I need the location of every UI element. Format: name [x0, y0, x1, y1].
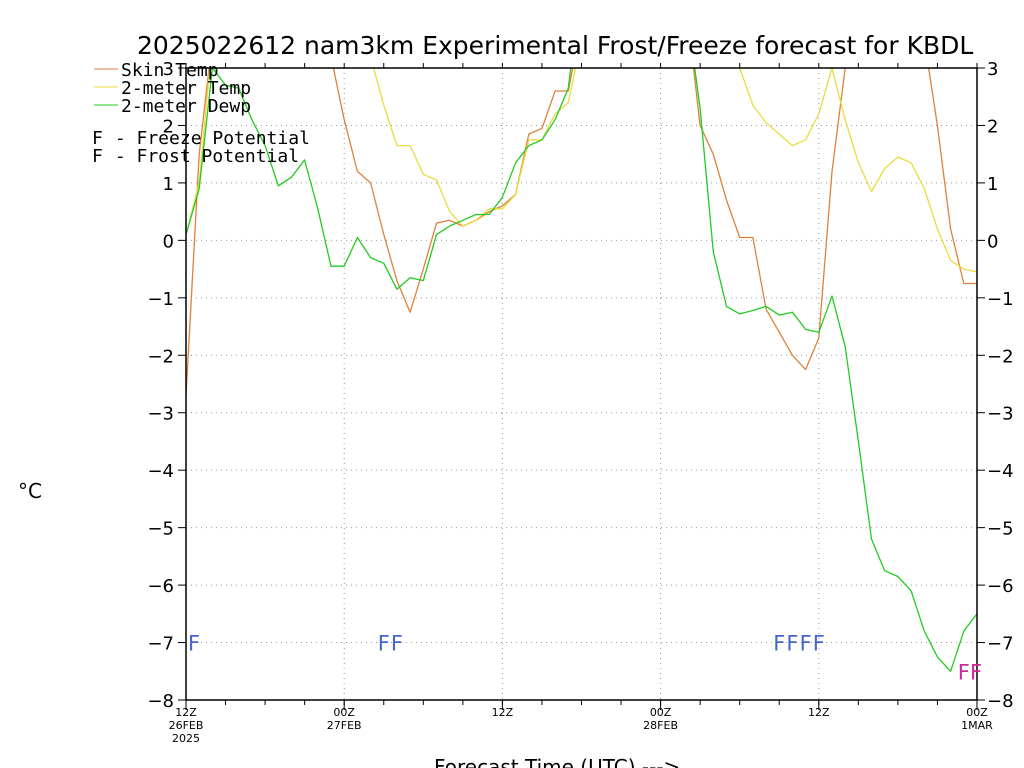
x-tick-label: 00Z — [966, 706, 988, 719]
plot-frame — [185, 67, 978, 701]
y-tick-label-left: 0 — [163, 231, 174, 252]
series-line-2-meter-temp — [186, 68, 977, 273]
y-tick-label-left: −4 — [147, 461, 174, 482]
x-tick-label: 12Z — [175, 706, 197, 719]
y-tick-label-left: 3 — [163, 59, 174, 80]
potential-markers: F F F F F F FF F — [188, 632, 982, 685]
x-tick-label: 2025 — [172, 732, 200, 745]
frost-potential-marker: F — [391, 632, 403, 656]
y-axis-label: °C — [18, 479, 42, 503]
legend-label-frost-potential: - Frost Potential — [104, 146, 299, 167]
y-tick-label-right: 2 — [987, 116, 998, 137]
series-line-2-meter-dewp — [186, 68, 977, 672]
y-tick-label-right: 0 — [987, 231, 998, 252]
series-layer — [186, 68, 977, 672]
y-tick-label-right: −6 — [987, 576, 1014, 597]
frost-potential-marker: F — [378, 632, 390, 656]
legend-letter-freeze: F — [92, 128, 103, 149]
frost-potential-marker: F — [813, 632, 825, 656]
grid-lines — [186, 68, 977, 700]
frost-potential-marker: F — [188, 632, 200, 656]
legend-item-skin-temp: Skin Temp — [94, 60, 219, 81]
y-tick-label-left: −8 — [147, 691, 174, 712]
y-tick-label-left: −1 — [147, 289, 174, 310]
frost-potential-marker: F — [786, 632, 798, 656]
x-tick-label: 00Z — [333, 706, 355, 719]
tick-labels: 3 3 2 2 1 1 0 0 −1 −1 −2 −2 −3 −3 −4 −4 −5 −5 −6 −6 −7 −7 −8 −8… — [147, 59, 1013, 745]
y-tick-label-left: −7 — [147, 634, 174, 655]
y-tick-label-right: −8 — [987, 691, 1014, 712]
chart-title: 2025022612 nam3km Experimental Frost/Fre… — [137, 31, 973, 60]
legend-item-frost-potential: F - Frost Potential — [92, 146, 299, 167]
y-tick-label-right: 1 — [987, 174, 998, 195]
legend: Skin Temp 2-meter Temp 2-meter Dewp F - … — [92, 60, 310, 167]
legend-label-freeze-potential: - Freeze Potential — [104, 128, 310, 149]
legend-item-freeze-potential: F - Freeze Potential — [92, 128, 310, 149]
legend-label-2m-temp: 2-meter Temp — [121, 78, 251, 99]
x-tick-label: 12Z — [492, 706, 514, 719]
x-tick-label: 1MAR — [961, 719, 993, 732]
axes — [178, 63, 985, 710]
freeze-potential-marker: F — [958, 660, 970, 684]
x-axis-label: Forecast Time (UTC) ---> — [434, 755, 680, 768]
y-tick-label-right: −7 — [987, 634, 1014, 655]
freeze-potential-marker: F — [970, 660, 982, 684]
y-tick-label-right: −4 — [987, 461, 1014, 482]
y-tick-label-left: −5 — [147, 519, 174, 540]
y-tick-label-left: 1 — [163, 174, 174, 195]
y-tick-label-right: −2 — [987, 346, 1014, 367]
y-tick-label-right: −1 — [987, 289, 1014, 310]
x-tick-label: 00Z — [650, 706, 672, 719]
x-tick-label: 27FEB — [327, 719, 362, 732]
frost-potential-marker: F — [800, 632, 812, 656]
legend-item-2m-dewp: 2-meter Dewp — [94, 96, 251, 117]
y-tick-label-left: −3 — [147, 404, 174, 425]
y-tick-label-left: 2 — [163, 116, 174, 137]
y-tick-label-right: −5 — [987, 519, 1014, 540]
y-tick-label-left: −6 — [147, 576, 174, 597]
y-tick-label-left: −2 — [147, 346, 174, 367]
x-tick-label: 28FEB — [643, 719, 678, 732]
y-tick-label-right: −3 — [987, 404, 1014, 425]
legend-label-2m-dewp: 2-meter Dewp — [121, 96, 251, 117]
frost-potential-marker: F — [773, 632, 785, 656]
legend-item-2m-temp: 2-meter Temp — [94, 78, 251, 99]
x-tick-label: 26FEB — [169, 719, 204, 732]
legend-letter-frost: F — [92, 146, 103, 167]
y-tick-label-right: 3 — [987, 59, 998, 80]
legend-label-skin-temp: Skin Temp — [121, 60, 219, 81]
x-tick-label: 12Z — [808, 706, 830, 719]
